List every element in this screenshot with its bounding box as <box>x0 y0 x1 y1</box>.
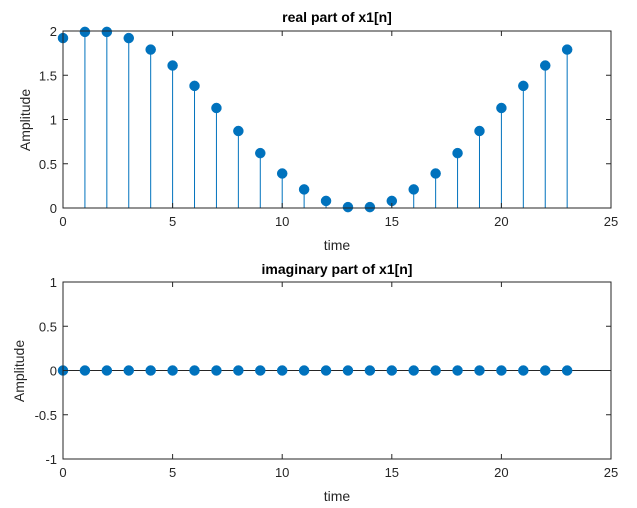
y-tick-label: 1 <box>50 113 57 128</box>
stem-marker <box>430 365 441 376</box>
stem-marker <box>167 60 178 71</box>
stem-marker <box>518 365 529 376</box>
x-tick-label: 10 <box>275 465 289 480</box>
imaginary-part-ylabel: Amplitude <box>11 340 27 402</box>
stem-marker <box>189 80 200 92</box>
real-part-subplot: real part of x1[n] time Amplitude 0 5 10 15… <box>17 9 618 253</box>
stem-marker <box>430 168 441 179</box>
x-tick-label: 5 <box>169 465 176 480</box>
stem-marker <box>123 365 135 376</box>
stem-marker <box>145 44 156 55</box>
imaginary-part-xlabel: time <box>324 488 351 504</box>
stem-marker <box>364 201 376 213</box>
stem-marker <box>79 26 91 38</box>
imaginary-part-title: imaginary part of x1[n] <box>262 261 413 277</box>
y-tick-label: 1 <box>50 275 57 290</box>
stem-marker <box>496 102 507 114</box>
y-tick-label: 0 <box>50 201 57 216</box>
stem-marker <box>539 365 551 376</box>
stem-marker <box>320 195 332 207</box>
y-tick-label: 0.5 <box>39 157 57 172</box>
stem-marker <box>145 365 156 376</box>
stem-marker <box>518 80 529 92</box>
imaginary-part-subplot: imaginary part of x1[n] time Amplitude 0… <box>11 261 618 504</box>
stem-marker <box>342 365 354 376</box>
y-tick-label: 1.5 <box>39 68 57 83</box>
stem-marker <box>298 365 310 376</box>
stem-marker <box>298 184 310 195</box>
x-tick-label: 15 <box>385 465 399 480</box>
x-tick-label: 20 <box>494 465 508 480</box>
real-part-title: real part of x1[n] <box>282 9 392 25</box>
y-tick-label: -0.5 <box>35 408 57 423</box>
stem-marker <box>123 32 135 44</box>
y-tick-label: 2 <box>50 24 57 39</box>
x-tick-label: 15 <box>385 214 399 229</box>
x-tick-label: 25 <box>604 465 618 480</box>
stem-marker <box>386 365 398 376</box>
stem-marker <box>167 365 178 376</box>
stem-marker <box>408 184 419 195</box>
y-tick-label: -1 <box>45 452 57 467</box>
stem-marker <box>561 44 573 55</box>
stem-marker <box>276 365 288 376</box>
stem-marker <box>474 125 485 137</box>
x-tick-label: 0 <box>59 214 66 229</box>
stem-marker <box>255 147 266 159</box>
stem-marker <box>342 201 354 213</box>
stem-marker <box>101 26 113 38</box>
stem-marker <box>452 365 463 376</box>
x-tick-label: 5 <box>169 214 176 229</box>
stem-marker <box>276 168 288 179</box>
x-tick-label: 10 <box>275 214 289 229</box>
stem-marker <box>408 365 419 376</box>
y-tick-label: 0 <box>50 364 57 379</box>
stem-marker <box>539 60 551 71</box>
real-part-ylabel: Amplitude <box>17 89 33 151</box>
stem-marker <box>233 365 244 376</box>
stem-marker <box>79 365 91 376</box>
x-tick-label: 20 <box>494 214 508 229</box>
stem-marker <box>320 365 332 376</box>
stem-marker <box>101 365 113 376</box>
stem-marker <box>452 147 463 159</box>
stem-marker <box>211 102 222 114</box>
stem-marker <box>189 365 200 376</box>
x-tick-label: 0 <box>59 465 66 480</box>
axes-frame <box>62 30 612 209</box>
stem-marker <box>233 125 244 137</box>
y-tick-label: 0.5 <box>39 319 57 334</box>
x-tick-label: 25 <box>604 214 618 229</box>
stem-marker <box>364 365 376 376</box>
stem-marker <box>211 365 222 376</box>
stem-marker <box>496 365 507 376</box>
stem-marker <box>474 365 485 376</box>
stem-marker <box>255 365 266 376</box>
stem-marker <box>561 365 573 376</box>
real-part-xlabel: time <box>324 237 351 253</box>
